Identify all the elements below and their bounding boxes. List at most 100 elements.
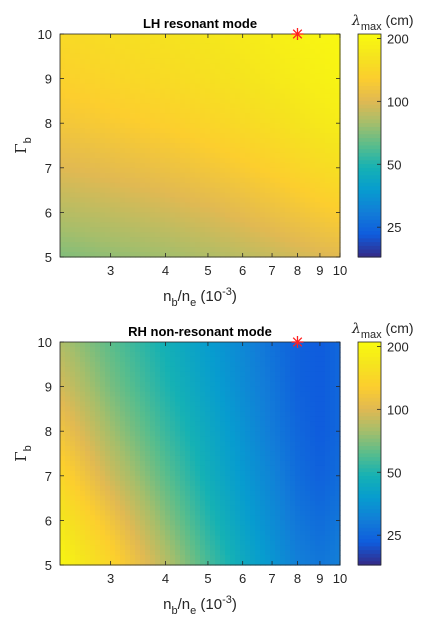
heatmap-cell [165, 138, 171, 144]
heatmap-cell [210, 495, 216, 502]
heatmap-cell [85, 73, 91, 80]
heatmap-cell [150, 436, 156, 442]
heatmap-cell [240, 38, 246, 45]
heatmap-cell [275, 222, 281, 228]
heatmap-cell [225, 431, 231, 437]
heatmap-cell [95, 391, 101, 398]
heatmap-cell [295, 411, 301, 417]
heatmap-cell [285, 118, 291, 124]
heatmap-cell [185, 43, 191, 50]
heatmap-cell [230, 123, 236, 129]
heatmap-cell [195, 78, 201, 85]
heatmap-cell [105, 436, 111, 442]
heatmap-cell [285, 192, 291, 199]
heatmap-cell [295, 470, 301, 477]
heatmap-cell [210, 411, 216, 417]
heatmap-cell [170, 371, 176, 378]
heatmap-cell [200, 495, 206, 502]
heatmap-cell [155, 495, 161, 502]
heatmap-cell [115, 98, 121, 104]
heatmap-cell [305, 426, 311, 432]
heatmap-cell [85, 470, 91, 477]
heatmap-cell [315, 401, 321, 408]
heatmap-cell [315, 232, 321, 238]
heatmap-cell [255, 83, 261, 90]
heatmap-cell [195, 460, 201, 467]
heatmap-cell [185, 63, 191, 70]
heatmap-cell [150, 237, 156, 243]
heatmap-cell [305, 451, 311, 457]
heatmap-cell [310, 510, 316, 517]
heatmap-cell [80, 152, 86, 159]
heatmap-cell [195, 371, 201, 378]
heatmap-cell [295, 63, 301, 70]
heatmap-cell [155, 460, 161, 467]
heatmap-cell [115, 34, 121, 40]
heatmap-cell [70, 416, 76, 422]
heatmap-cell [280, 133, 286, 139]
heatmap-cell [250, 431, 256, 437]
heatmap-cell [160, 515, 166, 521]
heatmap-cell [330, 118, 336, 124]
heatmap-cell [125, 128, 131, 134]
heatmap-cell [225, 361, 231, 368]
heatmap-cell [225, 237, 231, 243]
heatmap-cell [260, 480, 266, 487]
heatmap-cell [270, 143, 276, 149]
heatmap-cell [225, 53, 231, 60]
heatmap-cell [310, 525, 316, 531]
heatmap-cell [315, 550, 321, 556]
heatmap-cell [165, 446, 171, 452]
heatmap-cell [330, 138, 336, 144]
heatmap-cell [160, 222, 166, 228]
heatmap-cell [230, 73, 236, 80]
heatmap-cell [280, 123, 286, 129]
heatmap-cell [245, 540, 251, 546]
heatmap-cell [295, 113, 301, 119]
heatmap-cell [70, 465, 76, 472]
heatmap-cell [230, 545, 236, 551]
heatmap-cell [140, 123, 146, 129]
heatmap-cell [320, 48, 326, 55]
heatmap-cell [85, 540, 91, 546]
heatmap-cell [115, 108, 121, 114]
heatmap-cell [280, 495, 286, 502]
heatmap-cell [215, 202, 221, 209]
heatmap-cell [265, 346, 271, 353]
heatmap-cell [270, 555, 276, 561]
heatmap-cell [250, 53, 256, 60]
heatmap-cell [100, 202, 106, 209]
heatmap-cell [225, 545, 231, 551]
heatmap-cell [85, 520, 91, 526]
heatmap-cell [145, 460, 151, 467]
heatmap-cell [120, 465, 126, 472]
heatmap-cell [320, 495, 326, 502]
heatmap-cell [265, 197, 271, 204]
heatmap-cell [230, 232, 236, 238]
heatmap-cell [120, 475, 126, 482]
heatmap-cell [175, 530, 181, 536]
heatmap-cell [295, 366, 301, 373]
heatmap-cell [100, 475, 106, 482]
heatmap-cell [140, 545, 146, 551]
heatmap-cell [125, 426, 131, 432]
heatmap-cell [70, 128, 76, 134]
heatmap-cell [325, 48, 331, 55]
heatmap-cell [195, 391, 201, 398]
heatmap-cell [200, 356, 206, 363]
heatmap-cell [275, 495, 281, 502]
heatmap-cell [250, 88, 256, 95]
heatmap-cell [100, 53, 106, 60]
heatmap-cell [200, 73, 206, 80]
heatmap-cell [260, 416, 266, 422]
heatmap-cell [235, 455, 241, 462]
heatmap-cell [230, 525, 236, 531]
heatmap-cell [270, 73, 276, 80]
heatmap-cell [125, 510, 131, 517]
heatmap-cell [315, 346, 321, 353]
heatmap-cell [185, 58, 191, 65]
heatmap-cell [255, 535, 261, 541]
heatmap-cell [145, 247, 151, 253]
heatmap-cell [110, 93, 116, 100]
heatmap-cell [300, 222, 306, 228]
